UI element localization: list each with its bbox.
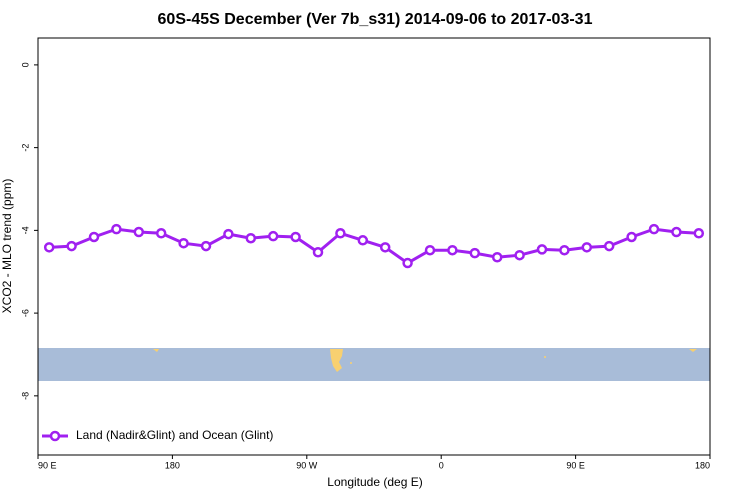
data-point [447,244,458,256]
data-point [491,252,503,263]
data-point [402,257,413,269]
data-point [603,240,615,252]
ocean-band [38,348,710,381]
data-point [223,228,234,240]
legend-marker [49,430,61,442]
y-tick-label: -4 [20,226,30,234]
x-tick-label: 90 E [38,460,57,470]
series-line [49,227,699,265]
map-strip [38,348,710,381]
data-point [245,232,257,244]
data-point [267,230,279,242]
chart-title: 60S-45S December (Ver 7b_s31) 2014-09-06… [158,11,593,28]
land-patch [153,349,159,352]
y-axis-label: XCO2 - MLO trend (ppm) [0,179,14,314]
land-patch [544,356,546,358]
data-point [111,223,122,235]
data-point [200,240,212,252]
data-point [43,242,55,253]
data-point [581,242,593,253]
data-point [335,228,346,239]
data-point [155,228,167,239]
x-tick-label: 90 E [566,460,585,470]
y-tick-label: -2 [20,144,30,152]
plot-frame [37,37,711,456]
data-point [514,249,525,261]
land-patch [350,362,352,364]
data-point [626,231,637,243]
y-tick-label: 0 [20,62,30,67]
data-point [66,240,77,252]
x-tick-label: 180 [165,460,180,470]
data-point [178,237,189,249]
x-tick-label: 180 [695,460,710,470]
x-tick-label: 0 [439,460,444,470]
data-point [133,226,145,238]
data-point [648,223,660,235]
data-point [290,231,301,243]
data-point [693,228,705,239]
y-tick-label: -6 [20,309,30,317]
x-axis-label: Longitude (deg E) [327,475,422,489]
land-patch [689,349,697,352]
data-point [424,244,436,256]
data-point [357,235,369,246]
data-point [671,226,682,238]
x-tick-label: 90 W [296,460,318,470]
data-point [536,244,548,255]
data-point [559,244,570,256]
land-patch [330,349,343,372]
data-point [312,247,324,258]
y-tick-label: -8 [20,392,30,400]
data-point [379,242,391,253]
data-point [88,231,100,243]
legend-label: Land (Nadir&Glint) and Ocean (Glint) [76,428,273,442]
data-point [469,247,481,259]
